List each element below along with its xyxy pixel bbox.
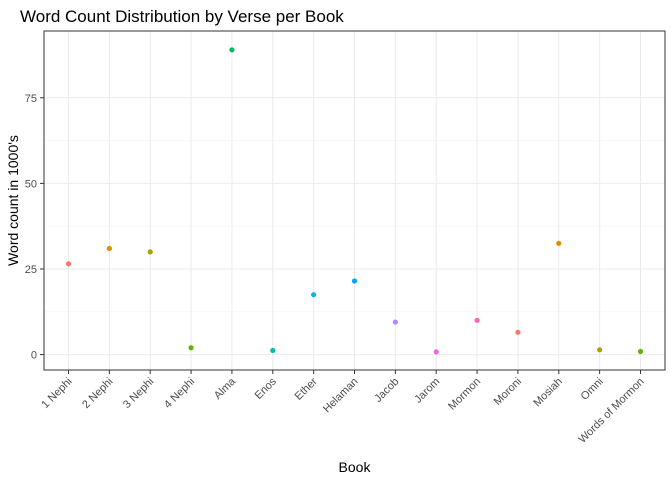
x-axis: 1 Nephi 2 Nephi 3 Nephi 4 Nephi Alma Enos Ethe… (39, 370, 647, 446)
x-tick-label: Enos (253, 375, 280, 402)
x-tick-label: Mormon (446, 376, 483, 413)
y-tick-label: 50 (25, 178, 37, 190)
x-tick-label: Omni (579, 376, 606, 403)
data-point (392, 319, 398, 325)
data-point (106, 245, 112, 252)
y-axis-title: Word count in 1000's (5, 135, 21, 266)
data-point (515, 329, 521, 335)
data-point (270, 347, 276, 354)
y-tick-label: 0 (31, 350, 37, 362)
x-tick-label: Ether (293, 375, 320, 402)
y-tick-label: 25 (25, 264, 37, 276)
data-point (637, 348, 644, 355)
x-tick-label: Helaman (321, 376, 361, 416)
x-tick-label: Jarom (412, 376, 442, 406)
data-points (65, 47, 644, 355)
x-tick-label: Moroni (492, 376, 524, 408)
data-point (556, 240, 562, 246)
x-tick-label: Alma (212, 375, 239, 402)
data-point (229, 47, 235, 53)
chart-title: Word Count Distribution by Verse per Boo… (20, 7, 344, 26)
y-tick-label: 75 (25, 93, 37, 105)
data-point (433, 349, 439, 355)
data-point (597, 347, 603, 353)
data-point (311, 292, 317, 298)
x-tick-label: 1 Nephi (39, 376, 74, 411)
x-axis-title: Book (339, 459, 372, 475)
data-point (351, 278, 358, 284)
x-tick-label: 3 Nephi (121, 376, 156, 411)
x-tick-label: 2 Nephi (80, 376, 115, 411)
y-axis: 0 25 50 75 (25, 93, 44, 362)
x-tick-label: Mosiah (531, 376, 565, 410)
x-tick-label: Jacob (372, 376, 401, 405)
data-point (188, 345, 194, 351)
x-tick-label: 4 Nephi (162, 376, 197, 411)
data-point (147, 249, 153, 255)
grid (44, 31, 665, 370)
data-point (474, 317, 480, 323)
data-point (65, 261, 72, 267)
